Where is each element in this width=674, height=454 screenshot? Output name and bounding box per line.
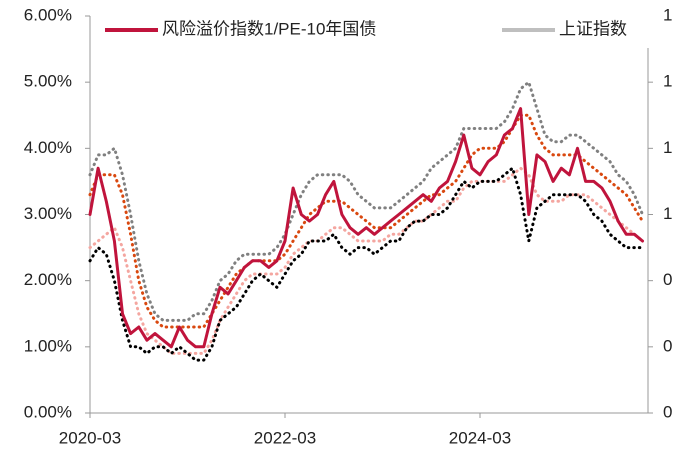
y-tick-label: 0.00% xyxy=(24,402,72,421)
band-line xyxy=(88,166,644,362)
y-tick-label: 6.00% xyxy=(24,5,72,24)
clip-mask xyxy=(645,14,653,48)
x-tick-label: 2024-03 xyxy=(449,428,511,447)
y2-tick-label: 0 xyxy=(663,270,672,289)
band-line xyxy=(88,113,644,329)
y2-tick-label: 1 xyxy=(663,5,672,24)
y-tick-label: 3.00% xyxy=(24,204,72,223)
band-line xyxy=(88,80,644,322)
legend-label: 上证指数 xyxy=(559,19,627,38)
y2-tick-label: 0 xyxy=(663,402,672,421)
y-tick-label: 4.00% xyxy=(24,138,72,157)
y-tick-label: 5.00% xyxy=(24,72,72,91)
legend-label: 风险溢价指数1/PE-10年国债 xyxy=(162,19,376,38)
y-tick-label: 2.00% xyxy=(24,270,72,289)
y-tick-label: 1.00% xyxy=(24,336,72,355)
y2-tick-label: 0 xyxy=(663,336,672,355)
x-tick-label: 2022-03 xyxy=(254,428,316,447)
y2-tick-label: 1 xyxy=(663,72,672,91)
y2-tick-label: 1 xyxy=(663,204,672,223)
x-tick-label: 2020-03 xyxy=(59,428,121,447)
y2-tick-label: 1 xyxy=(663,138,672,157)
series-line xyxy=(88,107,644,349)
